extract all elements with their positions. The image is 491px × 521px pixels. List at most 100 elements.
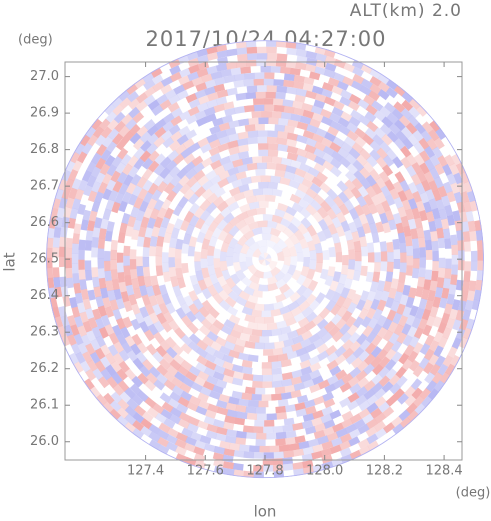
radar-cell	[189, 274, 199, 286]
radar-cell	[446, 214, 456, 226]
radar-cell	[232, 99, 244, 108]
radar-cell	[415, 286, 424, 298]
radar-cell	[151, 89, 164, 100]
radar-cell	[258, 117, 269, 125]
radar-cell	[355, 370, 368, 382]
radar-cell	[262, 188, 273, 196]
radar-cell	[197, 420, 209, 430]
radar-cell	[405, 165, 417, 178]
radar-cell	[273, 340, 285, 349]
radar-cell	[133, 197, 144, 209]
radar-cell	[149, 235, 158, 247]
radar-cell	[243, 347, 254, 356]
radar-cell	[228, 237, 239, 249]
radar-cell	[429, 280, 438, 292]
radar-cell	[107, 128, 120, 140]
radar-cell	[105, 364, 117, 377]
radar-cell	[340, 331, 352, 344]
radar-cell	[312, 304, 325, 317]
radar-cell	[175, 307, 187, 319]
radar-cell	[140, 335, 152, 348]
radar-cell	[327, 223, 338, 235]
radar-cell	[323, 320, 336, 333]
radar-cell	[349, 383, 362, 395]
radar-cell	[102, 296, 112, 309]
radar-cell	[335, 428, 348, 438]
radar-cell	[351, 80, 363, 91]
radar-cell	[283, 288, 295, 299]
radar-cell	[322, 259, 330, 271]
radar-cell	[432, 250, 439, 262]
radar-cell	[309, 183, 322, 194]
radar-cell	[369, 140, 382, 153]
radar-cell	[337, 172, 350, 184]
radar-cell	[301, 306, 314, 318]
radar-cell	[292, 174, 305, 184]
radar-cell	[209, 174, 222, 186]
radar-cell	[433, 380, 445, 393]
radar-cell	[149, 265, 157, 277]
radar-cell	[425, 380, 438, 393]
radar-cell	[380, 185, 391, 198]
radar-cell	[470, 260, 478, 272]
radar-cell	[247, 294, 259, 304]
radar-cell	[219, 251, 227, 262]
radar-cell	[265, 207, 276, 216]
radar-cell	[129, 123, 141, 136]
radar-cell	[427, 290, 436, 302]
radar-cell	[276, 412, 288, 420]
radar-cell	[225, 334, 238, 345]
radar-cell	[377, 231, 387, 243]
radar-cell	[293, 448, 305, 457]
radar-cell	[111, 324, 123, 337]
radar-cell	[213, 364, 226, 375]
radar-cell	[335, 282, 345, 295]
radar-cell	[266, 296, 278, 305]
radar-cell	[343, 187, 355, 200]
radar-cell	[264, 72, 275, 80]
radar-cell	[131, 333, 143, 346]
radar-cell	[223, 448, 235, 457]
radar-cell	[276, 85, 288, 94]
radar-cell	[72, 160, 83, 172]
radar-cell	[348, 147, 361, 160]
radar-cell	[365, 271, 374, 283]
radar-cell	[212, 195, 225, 208]
radar-cell	[324, 131, 336, 143]
radar-cell	[450, 274, 458, 286]
radar-cell	[364, 342, 377, 355]
radar-cell	[436, 277, 445, 289]
radar-cell	[150, 67, 163, 78]
radar-cell	[247, 53, 258, 61]
radar-cell	[66, 334, 77, 346]
radar-cell	[138, 226, 147, 238]
radar-cell	[105, 230, 113, 242]
radar-cell	[124, 368, 137, 381]
radar-cell	[288, 246, 297, 257]
radar-cell	[147, 198, 158, 210]
radar-cell	[178, 75, 190, 86]
radar-cell	[225, 382, 237, 392]
radar-cell	[362, 325, 374, 338]
radar-cell	[445, 248, 452, 259]
radar-cell	[97, 248, 105, 259]
radar-cell	[86, 175, 97, 188]
radar-cell	[273, 451, 285, 459]
radar-cell	[339, 447, 352, 458]
radar-cell	[215, 96, 228, 106]
radar-cell	[218, 122, 231, 132]
radar-cell	[380, 290, 390, 302]
radar-cell	[112, 352, 124, 365]
radar-cell	[335, 295, 347, 308]
radar-cell	[194, 251, 201, 262]
radar-cell	[271, 393, 282, 401]
radar-cell	[194, 110, 207, 121]
radar-cell	[228, 120, 240, 129]
radar-cell	[350, 279, 360, 291]
radar-cell	[381, 306, 391, 318]
radar-cell	[163, 379, 176, 391]
radar-cell	[291, 369, 303, 379]
radar-cell	[167, 328, 179, 341]
radar-cell	[372, 117, 385, 129]
radar-cell	[399, 417, 412, 429]
